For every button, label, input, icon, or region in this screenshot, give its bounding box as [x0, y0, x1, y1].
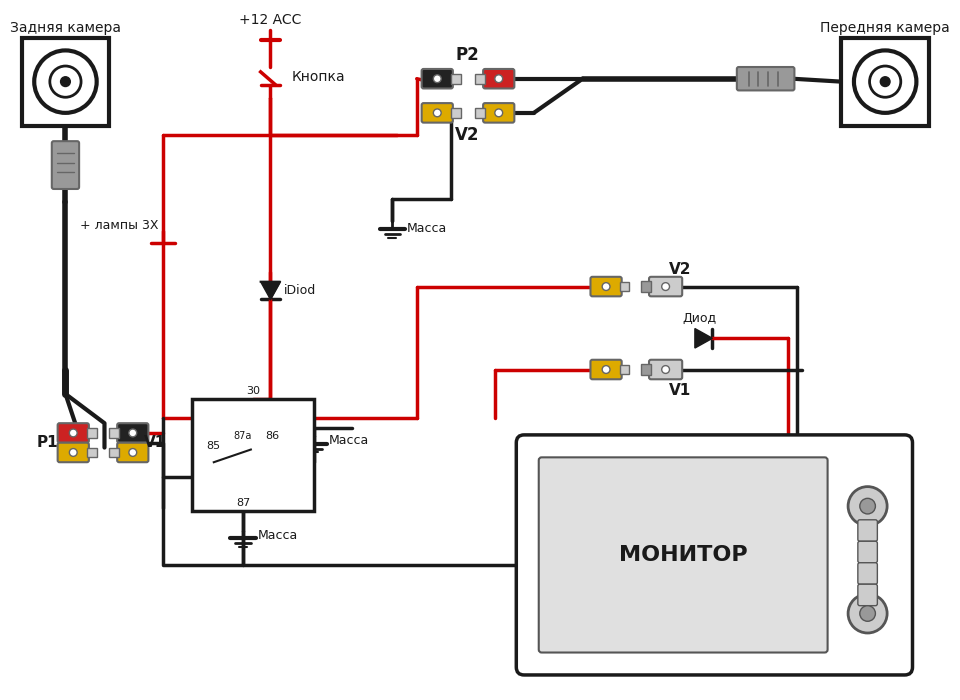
FancyBboxPatch shape: [58, 442, 89, 462]
Circle shape: [860, 498, 876, 514]
Text: Передняя камера: Передняя камера: [820, 21, 950, 35]
FancyBboxPatch shape: [858, 541, 877, 563]
Text: Кнопка: Кнопка: [292, 70, 346, 84]
Text: P2: P2: [456, 46, 479, 64]
Text: 30: 30: [247, 386, 260, 396]
Circle shape: [661, 365, 669, 373]
Circle shape: [602, 365, 610, 373]
Circle shape: [35, 50, 97, 113]
FancyBboxPatch shape: [58, 424, 89, 442]
Bar: [475, 108, 485, 118]
Text: Масса: Масса: [407, 221, 447, 234]
Circle shape: [494, 109, 503, 117]
FancyBboxPatch shape: [52, 141, 79, 189]
Circle shape: [870, 66, 900, 97]
Polygon shape: [695, 328, 712, 348]
FancyBboxPatch shape: [421, 103, 453, 122]
FancyBboxPatch shape: [516, 435, 913, 675]
Circle shape: [661, 283, 669, 290]
Circle shape: [433, 109, 442, 117]
FancyBboxPatch shape: [590, 276, 622, 296]
FancyBboxPatch shape: [483, 103, 515, 122]
FancyBboxPatch shape: [649, 276, 683, 296]
Circle shape: [69, 449, 77, 456]
FancyBboxPatch shape: [858, 584, 877, 606]
Circle shape: [129, 429, 136, 437]
FancyBboxPatch shape: [539, 457, 828, 652]
FancyBboxPatch shape: [858, 563, 877, 584]
Text: V2: V2: [669, 262, 691, 276]
Circle shape: [433, 75, 442, 83]
FancyBboxPatch shape: [737, 67, 795, 90]
Text: Масса: Масса: [329, 434, 370, 447]
Circle shape: [860, 606, 876, 622]
Bar: [841, 38, 929, 125]
Bar: [620, 281, 630, 291]
Polygon shape: [260, 281, 280, 300]
Text: +12 ACC: +12 ACC: [239, 13, 301, 27]
Text: Диод: Диод: [683, 312, 717, 326]
Bar: [641, 281, 651, 293]
Circle shape: [60, 77, 70, 87]
Text: V1: V1: [144, 435, 166, 450]
Circle shape: [854, 50, 917, 113]
Bar: [21, 38, 109, 125]
Text: + лампы 3Х: + лампы 3Х: [80, 218, 158, 232]
Text: МОНИТОР: МОНИТОР: [619, 545, 748, 565]
Circle shape: [602, 283, 610, 290]
Circle shape: [848, 486, 887, 526]
Circle shape: [494, 75, 503, 83]
Bar: [87, 428, 97, 438]
Bar: [192, 399, 314, 511]
Circle shape: [880, 77, 890, 87]
Text: Масса: Масса: [257, 529, 298, 542]
Bar: [475, 74, 485, 83]
Text: 86: 86: [265, 431, 279, 441]
FancyBboxPatch shape: [649, 360, 683, 379]
FancyBboxPatch shape: [117, 424, 149, 442]
FancyBboxPatch shape: [590, 360, 622, 379]
FancyBboxPatch shape: [117, 442, 149, 462]
Text: iDiod: iDiod: [284, 284, 316, 297]
Circle shape: [50, 66, 81, 97]
FancyBboxPatch shape: [858, 520, 877, 541]
Text: 87: 87: [236, 498, 251, 508]
Circle shape: [129, 449, 136, 456]
FancyBboxPatch shape: [483, 69, 515, 88]
Bar: [620, 365, 630, 374]
Bar: [87, 447, 97, 457]
Bar: [451, 108, 461, 118]
Text: 87a: 87a: [234, 431, 252, 441]
Text: P1: P1: [37, 435, 59, 450]
FancyBboxPatch shape: [421, 69, 453, 88]
Circle shape: [69, 429, 77, 437]
Bar: [109, 447, 119, 457]
Text: Задняя камера: Задняя камера: [10, 21, 121, 35]
Circle shape: [848, 594, 887, 633]
Text: V2: V2: [455, 126, 480, 144]
Text: V1: V1: [669, 384, 691, 398]
Bar: [451, 74, 461, 83]
Bar: [641, 364, 651, 375]
Text: 85: 85: [206, 440, 221, 451]
Bar: [109, 428, 119, 438]
